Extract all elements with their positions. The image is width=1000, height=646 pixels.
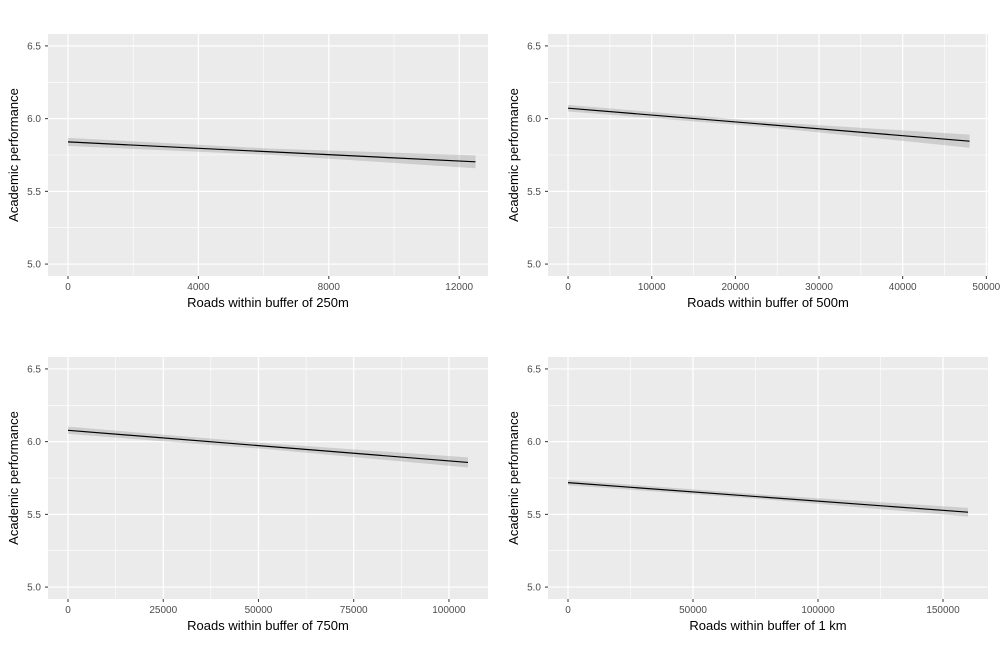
plot-canvas-750m: 5.0 5.5 6.0 6.5 0 25000 50000 75000 100000: [27, 357, 488, 616]
x-tick-label: 20000: [721, 282, 749, 293]
x-tick-label: 150000: [926, 605, 960, 616]
confidence-ribbon: [68, 426, 468, 468]
x-tick-label: 100000: [801, 605, 835, 616]
y-tick-label: 6.0: [527, 114, 541, 125]
y-tick-label: 6.5: [527, 41, 541, 52]
y-tick-label: 6.5: [27, 41, 41, 52]
y-tick-label: 5.5: [27, 187, 41, 198]
y-tick-label: 6.5: [27, 364, 41, 375]
regression-line: [67, 141, 476, 163]
y-tick-label: 6.0: [27, 437, 41, 448]
x-axis-title: Roads within buffer of 500m: [687, 295, 849, 310]
plot-canvas-1km: 5.0 5.5 6.0 6.5 0 50000 100000 150000: [527, 357, 988, 616]
confidence-ribbon: [67, 137, 476, 169]
x-axis-title: Roads within buffer of 750m: [187, 618, 349, 633]
y-tick-label: 6.0: [27, 114, 41, 125]
x-tick-label: 12000: [445, 282, 473, 293]
x-tick-label: 0: [65, 282, 71, 293]
subplot-buffer-500m: 5.0 5.5 6.0 6.5 0 10000 20000 30000 40000 50000 A…: [500, 0, 1000, 323]
x-axis-title: Roads within buffer of 250m: [187, 295, 349, 310]
y-tick-label: 5.0: [527, 583, 541, 594]
x-tick-label: 50000: [972, 282, 1000, 293]
y-tick-label: 6.0: [527, 437, 541, 448]
x-tick-label: 75000: [340, 605, 368, 616]
y-axis-title: Academic performance: [506, 88, 521, 222]
x-tick-label: 50000: [679, 605, 707, 616]
confidence-ribbon: [568, 480, 968, 517]
x-tick-label: 8000: [318, 282, 341, 293]
x-tick-label: 100000: [432, 605, 466, 616]
subplot-buffer-250m: 5.0 5.5 6.0 6.5 0 4000 8000 12000 Academic perf…: [0, 0, 500, 323]
x-tick-label: 40000: [889, 282, 917, 293]
y-axis-title: Academic performance: [6, 88, 21, 222]
y-tick-label: 5.5: [527, 187, 541, 198]
x-tick-label: 25000: [149, 605, 177, 616]
x-axis-title: Roads within buffer of 1 km: [689, 618, 847, 633]
x-tick-label: 0: [65, 605, 71, 616]
subplot-buffer-750m: 5.0 5.5 6.0 6.5 0 25000 50000 75000 100000 Acade…: [0, 323, 500, 646]
y-tick-label: 6.5: [527, 364, 541, 375]
plot-canvas-500m: 5.0 5.5 6.0 6.5 0 10000 20000 30000 40000 50000: [527, 34, 1000, 293]
x-tick-label: 0: [565, 605, 571, 616]
x-tick-label: 0: [565, 282, 571, 293]
x-tick-label: 10000: [638, 282, 666, 293]
confidence-ribbon: [568, 104, 970, 148]
regression-line: [567, 482, 969, 513]
x-tick-label: 4000: [187, 282, 210, 293]
regression-line: [568, 107, 970, 142]
y-tick-label: 5.5: [527, 510, 541, 521]
y-tick-label: 5.0: [27, 260, 41, 271]
y-tick-label: 5.0: [27, 583, 41, 594]
y-tick-label: 5.5: [27, 510, 41, 521]
regression-line: [67, 429, 469, 464]
subplot-buffer-1km: 5.0 5.5 6.0 6.5 0 50000 100000 150000 Academic …: [500, 323, 1000, 646]
plot-canvas-250m: 5.0 5.5 6.0 6.5 0 4000 8000 12000: [27, 34, 488, 293]
x-tick-label: 50000: [245, 605, 273, 616]
y-tick-label: 5.0: [527, 260, 541, 271]
x-tick-label: 30000: [805, 282, 833, 293]
y-axis-title: Academic performance: [6, 411, 21, 545]
y-axis-title: Academic performance: [506, 411, 521, 545]
